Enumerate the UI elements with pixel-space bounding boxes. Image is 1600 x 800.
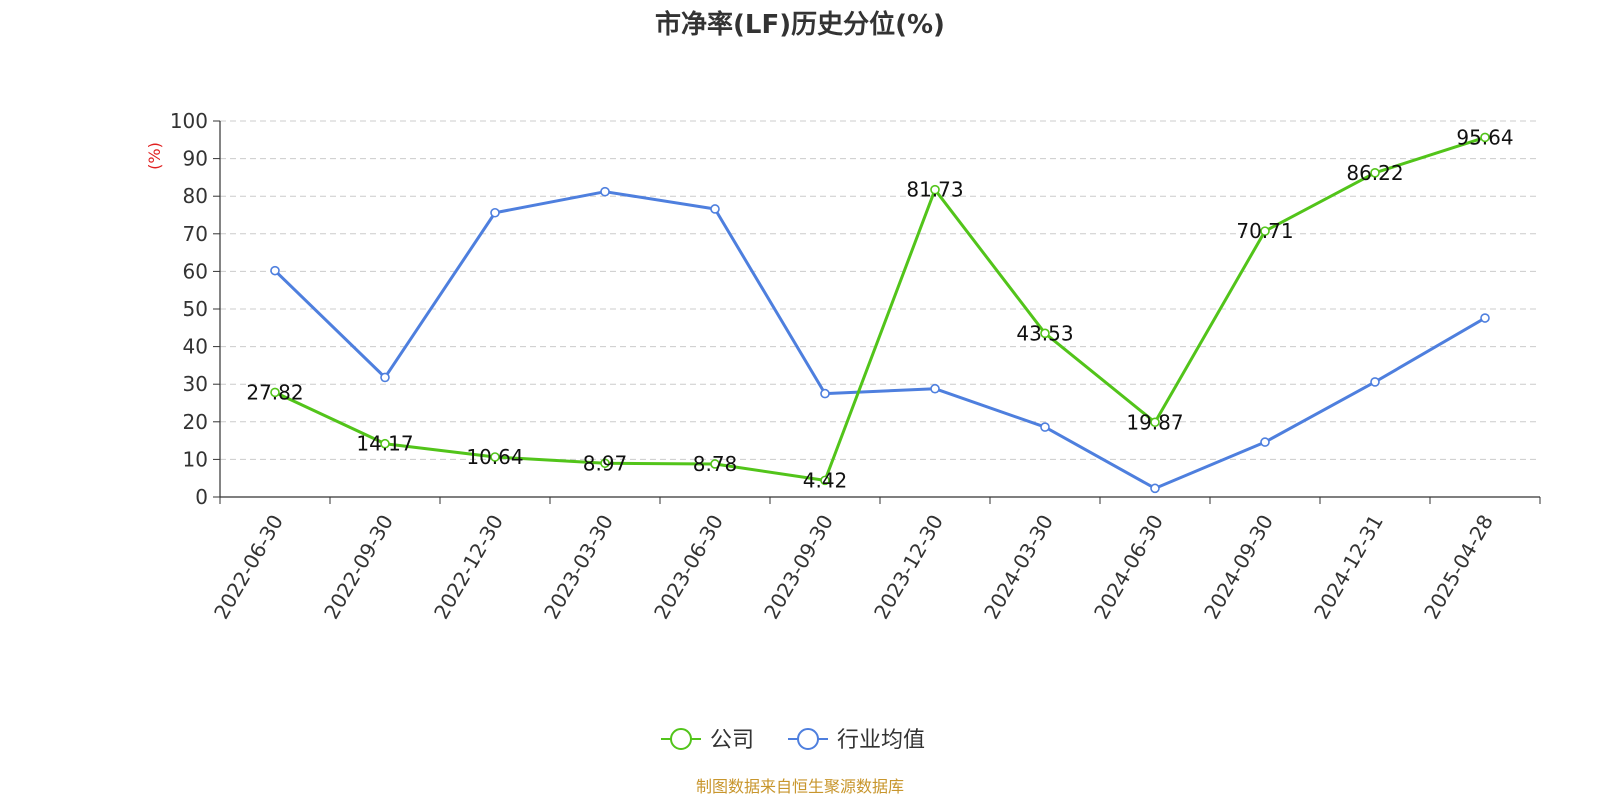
y-tick-label: 30 [183, 372, 208, 396]
x-tick-label: 2023-12-30 [869, 511, 948, 624]
data-point [1150, 417, 1160, 428]
y-tick-label: 80 [183, 184, 208, 208]
y-tick-label: 10 [183, 447, 208, 471]
data-label: 4.42 [803, 468, 848, 492]
grid-lines [220, 120, 1540, 460]
x-tick-label: 2025-04-28 [1419, 511, 1498, 624]
y-tick-label: 100 [170, 109, 208, 133]
y-axis-unit: (%) [145, 142, 164, 170]
data-point [1370, 377, 1380, 387]
series-layer [270, 132, 1490, 494]
x-tick-label: 2024-03-30 [979, 511, 1058, 624]
legend-marker [797, 728, 819, 750]
data-point [490, 452, 500, 462]
data-point [820, 388, 830, 399]
data-point [930, 184, 940, 195]
data-point [1040, 328, 1050, 339]
x-tick-label: 2024-09-30 [1199, 511, 1278, 624]
y-tick-label: 90 [183, 147, 208, 171]
data-point [1480, 132, 1490, 143]
data-point [1150, 483, 1160, 494]
data-point [490, 207, 500, 218]
data-point [820, 475, 830, 486]
legend[interactable]: 公司 行业均值 [661, 728, 925, 753]
series-line-行业均值 [273, 190, 1486, 490]
legend-label: 行业均值 [837, 728, 925, 753]
x-tick-label: 2023-09-30 [759, 511, 838, 624]
data-label: 81.73 [906, 178, 963, 202]
data-point [710, 459, 720, 469]
data-labels: 27.82 14.17 10.64 8.97 8.78 4.42 81.73 43.53 19.… [246, 125, 1513, 492]
data-point [380, 438, 390, 449]
data-point [1370, 168, 1380, 178]
y-tick-label: 60 [183, 259, 208, 283]
x-tick-label: 2022-09-30 [319, 511, 398, 624]
y-tick-label: 70 [183, 222, 208, 246]
x-tick-label: 2022-12-30 [429, 511, 508, 624]
data-point [930, 383, 940, 394]
data-point [1260, 437, 1270, 447]
data-label: 10.64 [466, 445, 523, 469]
data-point [1480, 313, 1490, 323]
data-label: 14.17 [356, 432, 413, 456]
series-line-公司 [274, 135, 1486, 482]
data-label: 19.87 [1126, 410, 1183, 434]
chart-title: 市净率(LF)历史分位(%) [655, 9, 945, 40]
y-tick-label: 50 [183, 297, 208, 321]
x-tick-label: 2022-06-30 [209, 511, 288, 624]
data-point [710, 204, 720, 214]
data-label: 43.53 [1016, 321, 1073, 345]
x-tick-label: 2024-12-31 [1309, 511, 1388, 624]
x-tick-label: 2024-06-30 [1089, 511, 1168, 624]
x-tick-label: 2023-06-30 [649, 511, 728, 624]
y-tick-label: 0 [195, 485, 208, 509]
data-point [1260, 226, 1270, 236]
x-tick-label: 2023-03-30 [539, 511, 618, 624]
data-label: 86.22 [1346, 161, 1403, 185]
y-tick-label: 20 [183, 410, 208, 434]
source-note: 制图数据来自恒生聚源数据库 [696, 777, 904, 796]
data-point [600, 458, 610, 469]
legend-label: 公司 [710, 728, 754, 753]
data-point [1040, 422, 1050, 432]
y-tick-label: 40 [183, 335, 208, 359]
data-point [600, 186, 610, 197]
legend-marker [670, 728, 692, 750]
data-label: 95.64 [1456, 125, 1513, 149]
data-point [270, 387, 280, 398]
data-point [270, 265, 280, 276]
data-label: 70.71 [1236, 219, 1293, 243]
data-label: 8.78 [693, 452, 738, 476]
data-point [380, 372, 390, 383]
data-label: 27.82 [246, 380, 303, 404]
data-label: 8.97 [583, 451, 628, 475]
